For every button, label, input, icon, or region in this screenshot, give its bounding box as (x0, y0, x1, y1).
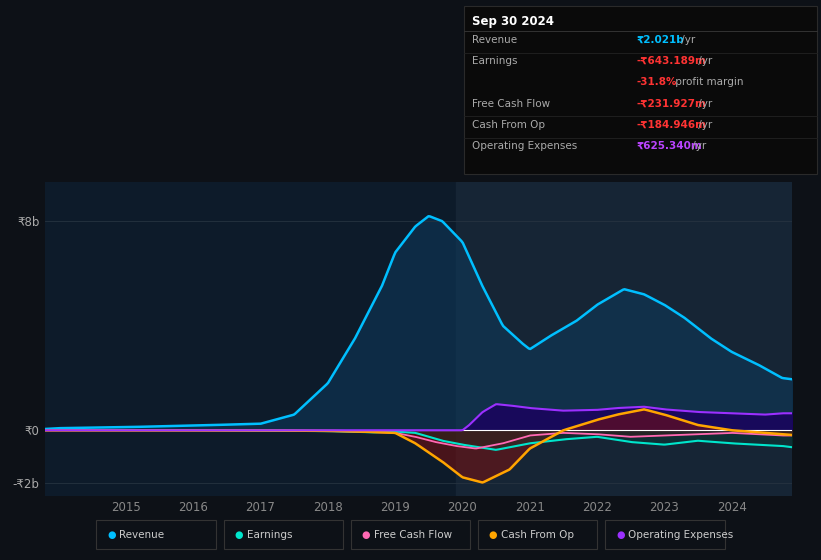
Bar (456, 182, 792, 496)
Text: Cash From Op: Cash From Op (472, 120, 545, 130)
Text: -₹643.189m: -₹643.189m (636, 56, 706, 66)
Text: Operating Expenses: Operating Expenses (472, 141, 577, 151)
Text: /yr: /yr (695, 99, 713, 109)
Text: ●: ● (362, 530, 370, 540)
Text: /yr: /yr (677, 35, 695, 45)
Text: /yr: /yr (690, 141, 707, 151)
Text: ●: ● (235, 530, 243, 540)
Text: Earnings: Earnings (472, 56, 517, 66)
Text: Free Cash Flow: Free Cash Flow (374, 530, 452, 540)
Text: Revenue: Revenue (120, 530, 164, 540)
Text: -₹231.927m: -₹231.927m (636, 99, 706, 109)
Text: ₹625.340m: ₹625.340m (636, 141, 702, 151)
Text: Cash From Op: Cash From Op (502, 530, 574, 540)
Text: ●: ● (107, 530, 116, 540)
Text: Earnings: Earnings (246, 530, 292, 540)
Text: -31.8%: -31.8% (636, 77, 677, 87)
Text: /yr: /yr (695, 56, 713, 66)
Text: Operating Expenses: Operating Expenses (629, 530, 734, 540)
Text: ●: ● (617, 530, 625, 540)
Text: profit margin: profit margin (672, 77, 743, 87)
Text: -₹184.946m: -₹184.946m (636, 120, 706, 130)
Text: /yr: /yr (695, 120, 713, 130)
Text: ●: ● (489, 530, 498, 540)
Text: Sep 30 2024: Sep 30 2024 (472, 15, 554, 28)
Text: ₹2.021b: ₹2.021b (636, 35, 684, 45)
Text: Revenue: Revenue (472, 35, 517, 45)
Text: Free Cash Flow: Free Cash Flow (472, 99, 550, 109)
